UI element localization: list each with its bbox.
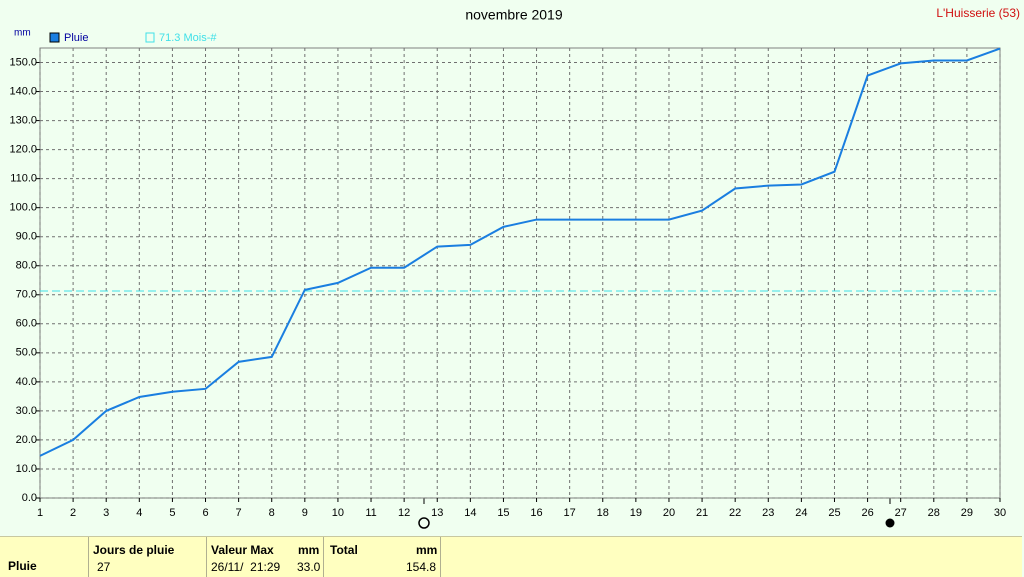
cell: Jours de pluie 27 — [88, 537, 207, 577]
y-tick-label: 0.0 — [22, 492, 37, 504]
x-tick-label: 18 — [597, 507, 609, 519]
y-tick-label: 60.0 — [16, 318, 37, 330]
header: Valeur Max — [211, 543, 274, 557]
y-tick-label: 50.0 — [16, 347, 37, 359]
x-tick-label: 3 — [103, 507, 109, 519]
y-tick-label: 110.0 — [10, 173, 37, 185]
y-tick-label: 70.0 — [16, 289, 37, 301]
header: Total — [330, 543, 358, 557]
legend-label: Pluie — [64, 32, 88, 44]
x-tick-label: 1 — [37, 507, 43, 519]
x-tick-label: 16 — [530, 507, 542, 519]
x-tick-label: 10 — [332, 507, 344, 519]
unit: mm — [298, 543, 320, 557]
row-label: Pluie — [8, 559, 37, 573]
plot-area — [39, 47, 1001, 499]
value: 33.0 — [297, 560, 321, 574]
y-tick-label: 20.0 — [16, 434, 37, 446]
cell: Pluie — [0, 537, 89, 577]
x-tick-label: 23 — [762, 507, 774, 519]
x-tick-label: 20 — [663, 507, 675, 519]
new-moon-icon — [885, 518, 895, 528]
summary-table: Pluie Jours de pluie 27 Valeur Max mm 26… — [0, 536, 1022, 577]
legend-swatch — [49, 32, 60, 43]
date: 26/11/ 21:29 — [211, 560, 281, 574]
y-tick-label: 100.0 — [9, 202, 37, 214]
y-tick-label: 30.0 — [16, 405, 37, 417]
value: 27 — [97, 560, 111, 574]
value: 154.8 — [406, 560, 437, 574]
x-tick-label: 25 — [828, 507, 840, 519]
unit: mm — [416, 543, 438, 557]
y-tick-label: 90.0 — [16, 231, 37, 243]
y-tick-label: 140.0 — [9, 85, 37, 97]
x-tick-label: 30 — [994, 507, 1006, 519]
x-tick-label: 4 — [136, 507, 142, 519]
x-tick-label: 28 — [928, 507, 940, 519]
header: Jours de pluie — [93, 543, 175, 557]
legend-label: 71.3 Mois-# — [159, 32, 217, 44]
x-tick-label: 21 — [696, 507, 708, 519]
station-name: L'Huisserie (53) — [936, 6, 1020, 20]
full-moon-icon — [418, 517, 430, 529]
y-tick-label: 150.0 — [9, 56, 37, 68]
y-axis-label: mm — [14, 28, 31, 39]
x-tick-label: 9 — [302, 507, 308, 519]
y-tick-label: 120.0 — [9, 144, 37, 156]
y-tick-label: 40.0 — [16, 376, 37, 388]
x-tick-label: 12 — [398, 507, 410, 519]
x-tick-label: 26 — [861, 507, 873, 519]
x-tick-label: 5 — [169, 507, 175, 519]
x-tick-label: 14 — [464, 507, 476, 519]
y-tick-label: 10.0 — [16, 463, 37, 475]
x-tick-label: 19 — [630, 507, 642, 519]
chart: novembre 2019 L'Huisserie (53) mm 0.0 10.… — [9, 6, 1020, 529]
chart-title: novembre 2019 — [465, 7, 563, 23]
x-tick-label: 6 — [202, 507, 208, 519]
x-tick-label: 11 — [365, 507, 376, 519]
x-tick-label: 29 — [961, 507, 973, 519]
x-tick-label: 22 — [729, 507, 741, 519]
x-tick-label: 15 — [497, 507, 509, 519]
x-tick-label: 24 — [795, 507, 807, 519]
cell: Valeur Max mm 26/11/ 21:29 33.0 — [207, 537, 324, 577]
x-tick-label: 7 — [236, 507, 242, 519]
legend-swatch — [145, 32, 155, 43]
series-line — [39, 47, 1001, 457]
y-tick-label: 80.0 — [16, 260, 37, 272]
x-tick-label: 2 — [70, 507, 76, 519]
x-tick-label: 8 — [269, 507, 275, 519]
x-tick-label: 27 — [895, 507, 907, 519]
y-tick-label: 130.0 — [9, 114, 37, 126]
x-tick-label: 17 — [564, 507, 576, 519]
x-tick-label: 13 — [431, 507, 443, 519]
cell: Total mm 154.8 — [324, 537, 441, 577]
